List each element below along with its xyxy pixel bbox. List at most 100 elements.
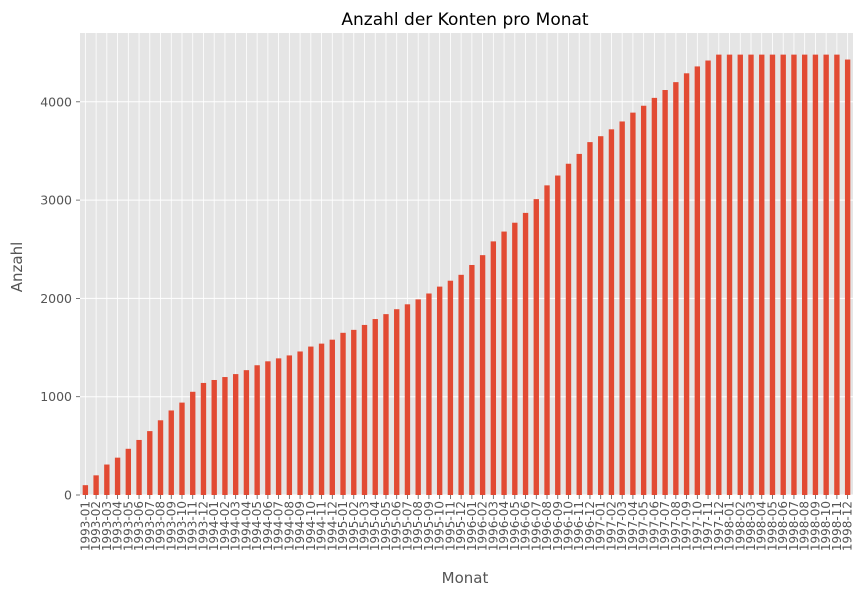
bar-1994-02 <box>222 377 228 495</box>
x-tick-label: 1993-08 <box>154 501 168 551</box>
bar-1993-02 <box>93 475 99 495</box>
x-tick-label: 1993-04 <box>111 501 125 551</box>
bars <box>82 54 851 496</box>
x-tick-label: 1993-07 <box>143 501 157 551</box>
bar-1993-10 <box>179 402 185 495</box>
bar-1996-08 <box>544 185 550 496</box>
x-tick-label: 1996-09 <box>551 501 565 551</box>
x-tick-label: 1994-06 <box>261 501 275 551</box>
bar-1994-08 <box>286 355 293 495</box>
bar-1998-09 <box>812 54 819 496</box>
bar-1997-12 <box>716 54 722 496</box>
bar-1997-05 <box>640 105 647 496</box>
bar-1998-07 <box>791 54 797 496</box>
bar-1997-04 <box>630 112 636 495</box>
x-tick-label: 1998-11 <box>830 501 844 551</box>
bar-1998-11 <box>834 54 840 496</box>
bar-1996-02 <box>479 255 486 495</box>
x-axis-ticks: 1993-011993-021993-031993-041993-051993-… <box>78 495 855 551</box>
x-tick-label: 1998-09 <box>808 501 822 551</box>
x-tick-label: 1995-12 <box>454 501 468 551</box>
bar-1997-03 <box>619 121 625 496</box>
x-tick-label: 1994-07 <box>272 501 286 551</box>
x-tick-label: 1996-06 <box>519 501 533 551</box>
x-tick-label: 1995-03 <box>358 501 372 551</box>
x-tick-label: 1998-03 <box>744 501 758 551</box>
x-tick-label: 1993-11 <box>186 501 200 551</box>
x-axis-label: Monat <box>442 569 489 587</box>
bar-1996-11 <box>576 153 582 496</box>
x-tick-label: 1996-04 <box>497 501 511 551</box>
bar-1998-02 <box>737 54 743 496</box>
x-tick-label: 1997-11 <box>701 501 715 551</box>
x-tick-label: 1996-05 <box>508 501 522 551</box>
bar-1995-02 <box>351 329 357 495</box>
bar-1997-01 <box>598 136 604 495</box>
x-tick-label: 1997-12 <box>712 501 726 551</box>
x-tick-label: 1997-08 <box>669 501 683 551</box>
bar-1997-08 <box>673 82 679 496</box>
x-tick-label: 1995-05 <box>379 501 393 551</box>
x-tick-label: 1995-04 <box>368 501 382 551</box>
bar-1995-11 <box>447 280 454 495</box>
y-axis-ticks: 0 1000 2000 3000 4000 <box>40 94 80 503</box>
bar-1998-01 <box>726 54 733 496</box>
bar-1998-12 <box>844 59 851 495</box>
bar-1993-01 <box>82 485 89 495</box>
x-tick-label: 1998-01 <box>723 501 737 551</box>
x-tick-label: 1993-02 <box>89 501 103 551</box>
x-tick-label: 1997-06 <box>647 501 661 551</box>
bar-1998-05 <box>769 54 776 496</box>
bar-1998-03 <box>748 54 754 496</box>
x-tick-label: 1996-12 <box>583 501 597 551</box>
x-tick-label: 1997-10 <box>690 501 704 551</box>
x-tick-label: 1997-07 <box>658 501 672 551</box>
bar-1998-08 <box>802 54 808 496</box>
bar-1994-11 <box>318 343 325 495</box>
x-tick-label: 1995-11 <box>443 501 457 551</box>
bar-1993-05 <box>125 448 131 495</box>
x-tick-label: 1993-01 <box>78 501 92 551</box>
x-tick-label: 1996-10 <box>561 501 575 551</box>
x-tick-label: 1995-09 <box>422 501 436 551</box>
bar-1996-01 <box>469 264 475 495</box>
x-tick-label: 1998-05 <box>765 501 779 551</box>
bar-1998-10 <box>823 54 829 496</box>
x-tick-label: 1993-12 <box>196 501 210 551</box>
x-tick-label: 1993-10 <box>175 501 189 551</box>
x-tick-label: 1995-01 <box>336 501 350 551</box>
x-tick-label: 1995-10 <box>433 501 447 551</box>
x-tick-label: 1996-03 <box>486 501 500 551</box>
x-tick-label: 1996-07 <box>529 501 543 551</box>
x-tick-label: 1994-01 <box>207 501 221 551</box>
x-tick-label: 1996-02 <box>476 501 490 551</box>
bar-1998-04 <box>759 54 765 496</box>
bar-1997-09 <box>683 73 690 495</box>
x-tick-label: 1998-10 <box>819 501 833 551</box>
bar-1995-06 <box>394 309 400 495</box>
bar-1994-04 <box>243 370 250 495</box>
bar-1993-03 <box>104 464 110 495</box>
bar-1995-04 <box>372 319 378 495</box>
bar-1994-03 <box>232 374 239 495</box>
bar-1995-07 <box>404 304 411 495</box>
bar-1993-08 <box>157 420 164 495</box>
x-tick-label: 1996-11 <box>572 501 586 551</box>
x-tick-label: 1994-10 <box>304 501 318 551</box>
x-tick-label: 1994-03 <box>229 501 243 551</box>
x-tick-label: 1998-06 <box>776 501 790 551</box>
bar-1994-01 <box>211 379 217 495</box>
x-tick-label: 1996-01 <box>465 501 479 551</box>
y-tick-label: 3000 <box>40 193 72 208</box>
x-tick-label: 1993-05 <box>121 501 135 551</box>
bar-1995-10 <box>436 286 443 495</box>
y-axis-label: Anzahl <box>8 242 26 293</box>
bar-1995-08 <box>415 299 421 495</box>
x-tick-label: 1998-04 <box>755 501 769 551</box>
chart-title: Anzahl der Konten pro Monat <box>341 10 589 30</box>
x-tick-label: 1994-02 <box>218 501 232 551</box>
x-tick-label: 1997-02 <box>604 501 618 551</box>
bar-1993-04 <box>114 457 121 495</box>
x-tick-label: 1997-09 <box>680 501 694 551</box>
y-tick-label: 0 <box>64 488 72 503</box>
